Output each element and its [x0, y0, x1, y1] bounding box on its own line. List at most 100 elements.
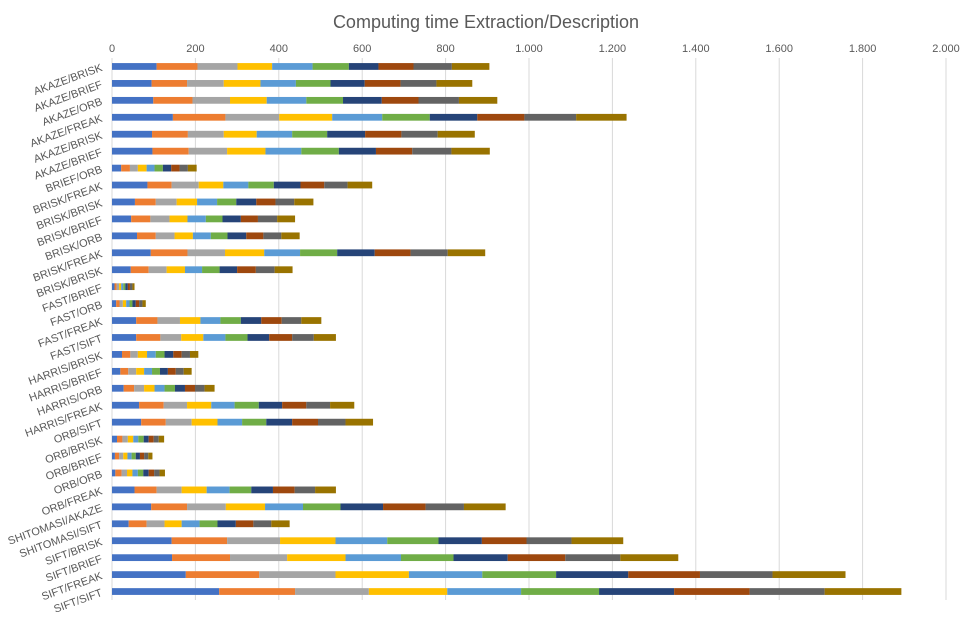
- bar-segment: [211, 401, 235, 409]
- bar-segment: [112, 588, 220, 595]
- bar-segment: [175, 367, 184, 375]
- bar-segment: [184, 266, 203, 274]
- bar-segment: [181, 486, 207, 494]
- bar-segment: [117, 435, 123, 443]
- bar-segment: [136, 317, 158, 324]
- bar-segment: [135, 452, 140, 460]
- bar-segment: [458, 96, 498, 104]
- bar-segment: [152, 147, 189, 155]
- bar-segment: [136, 367, 145, 375]
- bar-segment: [312, 63, 349, 70]
- bar-segment: [155, 198, 177, 206]
- bar-segment: [159, 367, 168, 375]
- bar-segment: [556, 571, 629, 578]
- bar-segment: [347, 181, 373, 189]
- bar-segment: [300, 181, 325, 189]
- gridlines: [111, 58, 947, 600]
- bar-segment: [134, 384, 145, 392]
- bar-segment: [240, 215, 258, 223]
- bar-segment: [171, 164, 180, 172]
- bar-segment: [191, 418, 218, 426]
- bar-segment: [257, 215, 278, 223]
- bar-segment: [134, 486, 157, 494]
- bar-segment: [174, 384, 185, 392]
- bar-segment: [240, 317, 262, 324]
- bar-segment: [152, 130, 188, 138]
- bar-segment: [112, 452, 115, 460]
- bar-segment: [179, 164, 188, 172]
- bar-segment: [112, 537, 172, 545]
- bar-segment: [112, 147, 153, 155]
- bar-segment: [174, 232, 193, 240]
- x-tick-label: 0: [109, 43, 115, 55]
- x-axis-tick-labels: 0 200 400 600 800 1.000 1.200 1.400 1.600 1.800 2.…: [109, 43, 960, 55]
- bar-segment: [128, 367, 137, 375]
- bar-segment: [526, 537, 572, 545]
- bar-segment: [571, 537, 624, 545]
- bar-segment: [187, 215, 206, 223]
- bar-segment: [112, 401, 140, 409]
- bar-segment: [237, 63, 273, 70]
- bar-segment: [599, 588, 675, 595]
- bar-segment: [412, 147, 452, 155]
- bar-segment: [194, 384, 205, 392]
- bar-segment: [167, 367, 176, 375]
- bar-segment: [274, 266, 293, 274]
- bar-segment: [147, 351, 156, 358]
- bar-segment: [156, 63, 198, 70]
- bar-segment: [418, 96, 459, 104]
- x-tick-label: 1.600: [765, 43, 793, 55]
- bar-segment: [364, 80, 401, 87]
- x-tick-label: 200: [186, 43, 204, 55]
- bar-segment: [375, 147, 413, 155]
- bar-segment: [266, 418, 293, 426]
- bar-segment: [187, 130, 224, 138]
- bar-segment: [112, 384, 124, 392]
- bar-segment: [279, 113, 333, 121]
- bar-segment: [219, 266, 238, 274]
- bar-segment: [112, 317, 137, 324]
- bar-segment: [154, 384, 165, 392]
- bar-segment: [265, 503, 303, 511]
- bar-segment: [251, 486, 273, 494]
- bar-segment: [306, 96, 344, 104]
- bar-segment: [229, 486, 252, 494]
- bar-segment: [447, 588, 522, 595]
- bar-segment: [620, 554, 679, 562]
- bar-segment: [116, 283, 120, 291]
- bar-segment: [674, 588, 750, 595]
- bar-segment: [300, 249, 338, 257]
- bar-segment: [150, 249, 188, 257]
- bar-segment: [112, 469, 116, 477]
- bar-segment: [205, 215, 223, 223]
- bar-segment: [135, 300, 140, 307]
- bar-segment: [230, 96, 267, 104]
- bar-segment: [277, 215, 296, 223]
- bar-segment: [189, 351, 199, 358]
- bar-segment: [482, 571, 557, 578]
- bar-segment: [143, 469, 149, 477]
- bar-segment: [287, 554, 346, 562]
- bar-segment: [112, 503, 152, 511]
- bar-segment: [387, 537, 439, 545]
- bar-segment: [217, 520, 236, 528]
- bar-segment: [273, 181, 301, 189]
- bar-segment: [164, 384, 175, 392]
- bar-segment: [203, 334, 226, 341]
- bar-segment: [227, 537, 281, 545]
- bar-segment: [139, 452, 145, 460]
- bar-segment: [253, 520, 272, 528]
- bar-segment: [260, 80, 296, 87]
- bar-segment: [163, 401, 188, 409]
- bar-segment: [119, 283, 122, 291]
- bar-segment: [225, 334, 248, 341]
- bar-segment: [256, 198, 276, 206]
- bar-segment: [155, 351, 165, 358]
- bar-segment: [220, 317, 241, 324]
- bar-segment: [115, 469, 122, 477]
- bar-segment: [332, 113, 383, 121]
- bar-segment: [295, 588, 369, 595]
- bar-segment: [202, 266, 220, 274]
- bar-segment: [242, 418, 267, 426]
- bar-segment: [225, 503, 266, 511]
